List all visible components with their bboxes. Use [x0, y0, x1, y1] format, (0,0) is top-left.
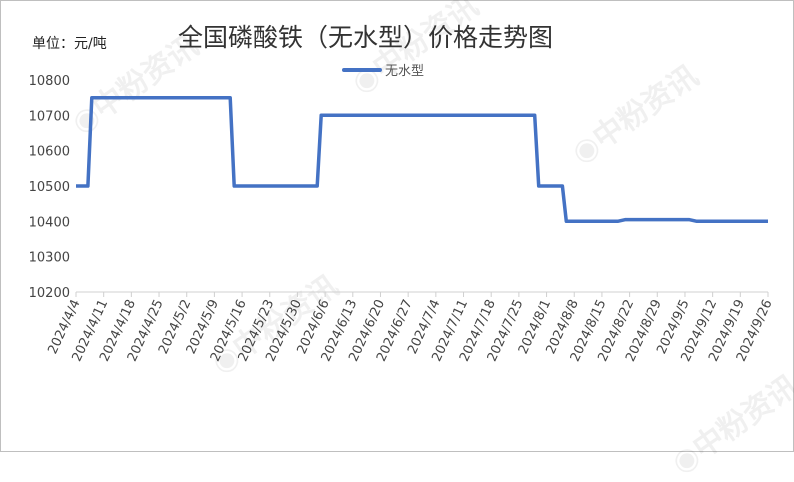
y-tick-label: 10500 [29, 180, 70, 195]
legend-swatch [342, 67, 382, 72]
unit-label: 单位：元/吨 [32, 36, 107, 52]
legend: 无水型 [342, 60, 424, 79]
y-tick-label: 10200 [29, 286, 70, 301]
y-tick-label: 10800 [29, 74, 70, 89]
y-tick-label: 10600 [29, 145, 70, 160]
chart-title: 全国磷酸铁（无水型）价格走势图 [178, 23, 554, 52]
series-line [76, 95, 768, 224]
y-tick-label: 10400 [29, 215, 70, 230]
y-tick-label: 10700 [29, 109, 70, 124]
y-tick-label: 10300 [29, 251, 70, 266]
legend-label: 无水型 [385, 64, 425, 79]
plot-area: 102001030010400105001060010700108002024/… [29, 74, 776, 364]
